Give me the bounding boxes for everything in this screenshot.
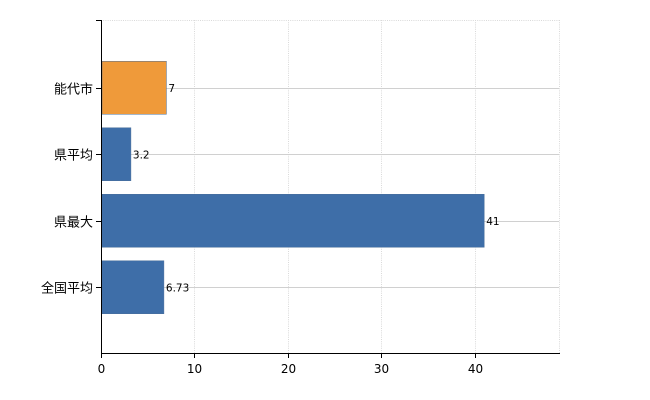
- bar-layer: [101, 61, 485, 314]
- y-tick-label-3: 全国平均: [41, 281, 93, 297]
- data-label-1: 3.2: [133, 149, 150, 161]
- x-tick-label-4: 40: [468, 362, 483, 376]
- bar-2: [101, 194, 485, 248]
- y-tick-label-1: 県平均: [54, 149, 93, 164]
- y-tick-label-2: 県最大: [54, 216, 93, 231]
- axis-layer: [96, 20, 560, 358]
- x-tick-label-3: 30: [374, 362, 389, 376]
- data-label-2: 41: [486, 216, 499, 228]
- data-label-3: 6.73: [166, 282, 189, 294]
- x-tick-label-0: 0: [98, 362, 106, 376]
- x-tick-label-2: 20: [281, 362, 296, 376]
- bar-0: [101, 61, 167, 115]
- x-tick-label-1: 10: [187, 362, 202, 376]
- grid-layer: [101, 20, 560, 353]
- bar-1: [101, 127, 132, 181]
- data-label-0: 7: [168, 83, 175, 95]
- bar-3: [101, 260, 165, 314]
- y-tick-label-0: 能代市: [54, 82, 93, 98]
